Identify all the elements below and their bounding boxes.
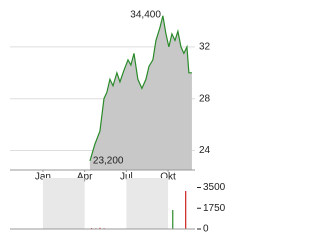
volume-bar (185, 191, 187, 229)
quarter-band (42, 178, 85, 229)
volume-bar (172, 210, 174, 229)
quarter-band (126, 178, 169, 229)
price-line (89, 15, 192, 162)
volume-bar (99, 227, 101, 229)
x-tick-label: Jan (35, 172, 51, 183)
y-tick-label: 28 (199, 93, 211, 104)
y-tick-label: 32 (199, 42, 211, 53)
annotation: 23,200 (93, 156, 124, 167)
stock-chart: 24 28 32 Jan Apr Jul Okt 34,400 23,200 0 1750 3500 (10, 9, 226, 232)
x-tick-label: Okt (160, 172, 176, 183)
x-tick-label: Jul (120, 172, 133, 183)
y-tick-label: 3500 (203, 182, 226, 193)
annotation: 34,400 (130, 9, 161, 20)
price-area (89, 15, 192, 170)
x-tick-label: Apr (77, 172, 93, 183)
y-tick-label: 0 (203, 224, 209, 232)
y-tick-label: 24 (199, 145, 211, 156)
y-tick-label: 1750 (203, 203, 226, 214)
